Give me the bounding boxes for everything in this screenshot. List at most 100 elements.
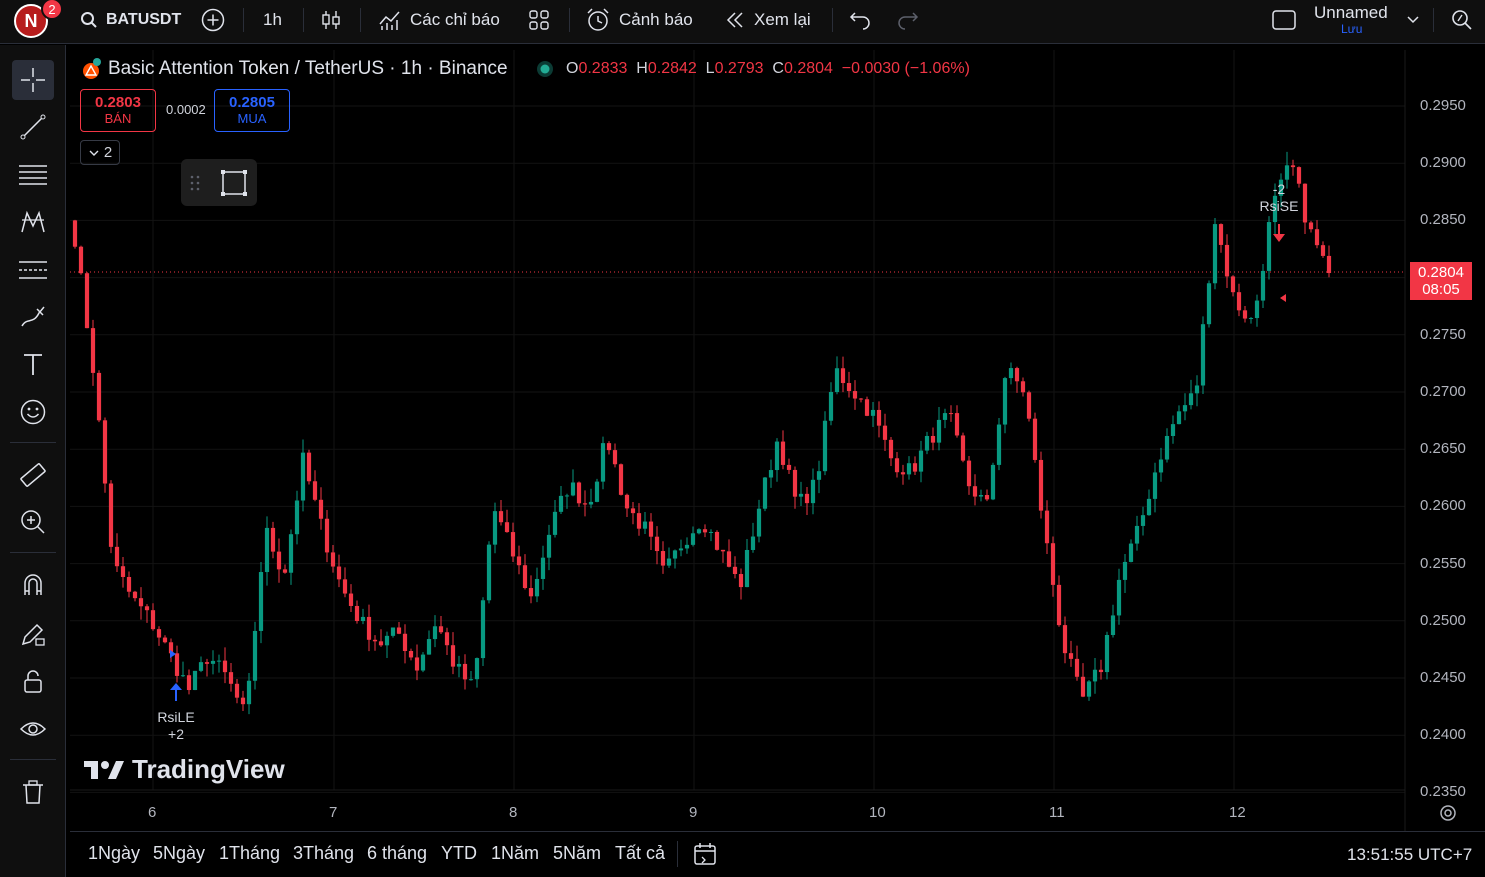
- pattern-tool[interactable]: [12, 202, 54, 242]
- candle-body: [786, 464, 792, 470]
- candle-body: [1242, 310, 1248, 319]
- chart-type-button[interactable]: [320, 0, 342, 40]
- candle-body: [576, 482, 582, 504]
- buy-button[interactable]: 0.2805 MUA: [214, 89, 290, 132]
- buy-label: MUA: [237, 111, 267, 126]
- candle-body: [126, 576, 132, 592]
- candle-body: [1092, 669, 1098, 682]
- brush-tool[interactable]: [12, 297, 54, 337]
- stay-in-drawing-tool[interactable]: [12, 614, 54, 654]
- interval-label: 1h: [263, 10, 282, 29]
- candle-body: [930, 435, 936, 443]
- price-tick-label: 0.2450: [1420, 669, 1466, 686]
- candle-body: [294, 500, 300, 535]
- calendar-goto-icon[interactable]: [692, 841, 718, 867]
- indicators-collapse-button[interactable]: 2: [80, 140, 120, 165]
- time-tick-label: 12: [1229, 804, 1246, 821]
- save-status[interactable]: Lưu: [1341, 22, 1363, 36]
- crosshair-tool[interactable]: [12, 60, 54, 100]
- layout-toggle-button[interactable]: [1271, 0, 1297, 40]
- exchange-logo-icon: [93, 58, 101, 66]
- price-chart[interactable]: [70, 50, 1485, 831]
- candle-body: [114, 546, 120, 567]
- candle-body: [768, 470, 774, 478]
- notification-badge: 2: [41, 0, 63, 20]
- alerts-button[interactable]: Cảnh báo: [585, 0, 693, 40]
- drag-handle-icon[interactable]: [189, 173, 201, 193]
- zoom-tool[interactable]: [12, 502, 54, 542]
- compare-symbol-button[interactable]: [201, 0, 225, 40]
- long-entry-arrow: [170, 683, 182, 701]
- symbol-search-button[interactable]: BATUSDT: [80, 0, 181, 40]
- candle-body: [504, 522, 510, 533]
- fib-tool[interactable]: [12, 155, 54, 195]
- range-button[interactable]: 1Năm: [491, 843, 540, 863]
- tradingview-watermark[interactable]: TradingView: [84, 754, 285, 785]
- range-button[interactable]: 1Ngày: [88, 843, 141, 863]
- indicators-button[interactable]: Các chỉ báo: [378, 0, 500, 40]
- lock-drawings-tool[interactable]: [12, 662, 54, 702]
- settings-gear-icon[interactable]: [1437, 802, 1459, 824]
- rewind-icon: [726, 12, 743, 28]
- undo-button[interactable]: [849, 0, 871, 40]
- long-entry-marker: [170, 650, 176, 658]
- candle-body: [1212, 224, 1218, 284]
- sell-price: 0.2803: [95, 94, 141, 111]
- candle-body: [150, 610, 156, 630]
- interval-button[interactable]: 1h: [263, 0, 282, 40]
- zoom-in-icon: [21, 510, 45, 534]
- rectangle-select-icon[interactable]: [219, 168, 249, 198]
- measure-tool[interactable]: [12, 455, 54, 495]
- candle-body: [282, 569, 288, 573]
- layout-menu-button[interactable]: [1406, 0, 1420, 40]
- candle-body: [1038, 459, 1044, 511]
- candle-body: [342, 579, 348, 594]
- range-button[interactable]: 5Ngày: [153, 843, 206, 863]
- redo-button[interactable]: [897, 0, 919, 40]
- candle-body: [1164, 435, 1170, 460]
- candle-body: [942, 413, 948, 420]
- magnet-tool[interactable]: [12, 565, 54, 605]
- range-button[interactable]: 6 tháng: [367, 843, 428, 863]
- sell-button[interactable]: 0.2803 BÁN: [80, 89, 156, 132]
- time-tick-label: 7: [329, 804, 338, 821]
- candle-body: [414, 657, 420, 671]
- candle-body: [1236, 292, 1242, 311]
- market-status-icon[interactable]: [535, 59, 555, 79]
- layout-name[interactable]: Unnamed: [1314, 3, 1388, 22]
- range-button[interactable]: YTD: [441, 843, 477, 863]
- alarm-clock-icon: [587, 8, 609, 31]
- timezone-clock[interactable]: 13:51:55 UTC+7: [1347, 845, 1473, 864]
- range-button[interactable]: 5Năm: [553, 843, 602, 863]
- candle-body: [984, 495, 990, 500]
- candle-body: [1122, 561, 1128, 580]
- candle-body: [90, 328, 96, 373]
- candle-body: [810, 479, 816, 504]
- replay-button[interactable]: Xem lại: [724, 0, 811, 40]
- time-tick-label: 8: [509, 804, 518, 821]
- symbol-logo-icon: [83, 63, 99, 79]
- text-tool[interactable]: [12, 344, 54, 384]
- candle-body: [672, 550, 678, 559]
- candle-body: [1032, 418, 1038, 460]
- quick-search-button[interactable]: [1450, 0, 1474, 40]
- chart-title[interactable]: Basic Attention Token / TetherUS · 1h · …: [108, 58, 508, 79]
- candle-body: [1026, 392, 1032, 419]
- hide-drawings-tool[interactable]: [12, 709, 54, 749]
- remove-drawings-tool[interactable]: [12, 772, 54, 812]
- range-button[interactable]: Tất cả: [615, 843, 666, 863]
- range-button[interactable]: 3Tháng: [293, 843, 355, 863]
- candle-body: [1206, 283, 1212, 325]
- search-icon: [1452, 10, 1472, 30]
- high-value: 0.2842: [647, 60, 697, 77]
- trend-line-tool[interactable]: [12, 107, 54, 147]
- forecast-tool[interactable]: [12, 250, 54, 290]
- candle-body: [366, 616, 372, 640]
- candle-body: [1062, 625, 1068, 654]
- candle-body: [750, 536, 756, 550]
- templates-button[interactable]: [528, 0, 550, 40]
- candle-body: [1044, 510, 1050, 544]
- emoji-tool[interactable]: [12, 392, 54, 432]
- candle-body: [198, 662, 204, 671]
- range-button[interactable]: 1Tháng: [219, 843, 281, 863]
